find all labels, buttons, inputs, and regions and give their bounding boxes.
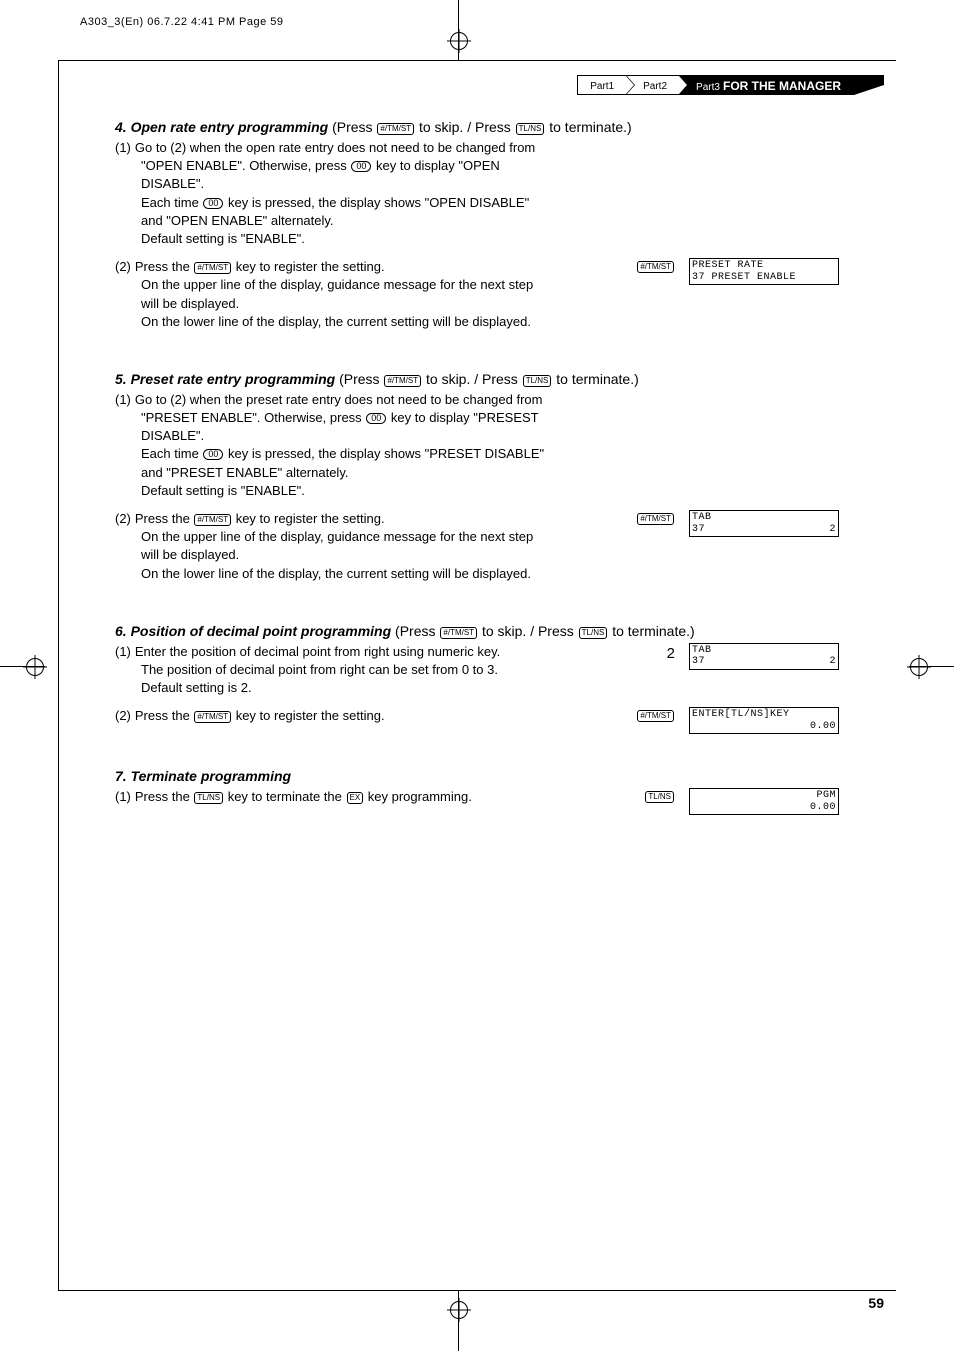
key-tlns: TL/NS (579, 627, 608, 639)
section-6-step-2: (2)Press the #/TM/ST key to register the… (115, 707, 884, 734)
section-7-name: Terminate programming (131, 768, 292, 784)
breadcrumb-part3-prefix: Part3 (696, 82, 720, 93)
section-5-step-2: (2)Press the #/TM/ST key to register the… (115, 510, 884, 583)
section-5-num: 5. (115, 371, 127, 387)
key-00: 00 (366, 413, 386, 424)
lcd-line-1: PRESET RATE (692, 260, 836, 272)
key-stms: #/TM/ST (194, 514, 231, 526)
lcd-display: PGM 0.00 (689, 788, 839, 815)
lcd-line-2: 0.00 (692, 802, 836, 814)
section-4-num: 4. (115, 119, 127, 135)
step-label: (1) (115, 140, 131, 155)
lcd-line-2: 37 PRESET ENABLE (692, 272, 836, 284)
lcd-line-1: TAB (692, 512, 836, 524)
page-content: Part1 Part2 Part3 FOR THE MANAGER 4. Ope… (115, 75, 884, 1271)
breadcrumb-part2-label: Part2 (643, 81, 667, 92)
key-ex: EX (347, 792, 364, 804)
lcd-line-1: PGM (692, 790, 836, 802)
key-tlns: TL/NS (516, 123, 545, 135)
breadcrumb-part1: Part1 (577, 75, 627, 95)
breadcrumb-part3: Part3 FOR THE MANAGER (679, 75, 854, 95)
breadcrumb-part1-label: Part1 (590, 81, 614, 92)
section-7-step-1: (1)Press the TL/NS key to terminate the … (115, 788, 884, 815)
step-label: (2) (115, 708, 131, 723)
section-5-name: Preset rate entry programming (131, 371, 336, 387)
step-label: (2) (115, 511, 131, 526)
prepress-slug: A303_3(En) 06.7.22 4:41 PM Page 59 (80, 16, 284, 28)
key-stms: #/TM/ST (637, 261, 674, 273)
section-7-num: 7. (115, 768, 127, 784)
lcd-line-2: 37 2 (692, 656, 836, 668)
section-5-step-1: (1)Go to (2) when the preset rate entry … (115, 391, 884, 500)
step-label: (1) (115, 644, 131, 659)
key-00: 00 (203, 198, 223, 209)
key-stms: #/TM/ST (194, 711, 231, 723)
key-stms: #/TM/ST (637, 513, 674, 525)
key-tlns: TL/NS (194, 792, 223, 804)
step-label: (2) (115, 259, 131, 274)
lcd-line-2: 37 2 (692, 524, 836, 536)
section-6-title: 6. Position of decimal point programming… (115, 623, 884, 639)
key-tlns: TL/NS (645, 791, 674, 803)
section-5-hint: (Press #/TM/ST to skip. / Press TL/NS to… (339, 371, 639, 387)
key-stms: #/TM/ST (637, 710, 674, 722)
lcd-display: TAB 37 2 (689, 643, 839, 670)
key-00: 00 (351, 161, 371, 172)
section-6-step-1: (1)Enter the position of decimal point f… (115, 643, 884, 698)
lcd-line-1: ENTER[TL/NS]KEY (692, 709, 836, 721)
page-number: 59 (868, 1295, 884, 1311)
section-4-hint: (Press #/TM/ST to skip. / Press TL/NS to… (332, 119, 632, 135)
section-6-num: 6. (115, 623, 127, 639)
lcd-line-1: TAB (692, 645, 836, 657)
breadcrumb-tail (854, 75, 884, 95)
step-label: (1) (115, 392, 131, 407)
registration-mark-bottom (450, 1301, 468, 1319)
key-stms: #/TM/ST (384, 375, 421, 387)
key-stms: #/TM/ST (440, 627, 477, 639)
lcd-line-2: 0.00 (692, 721, 836, 733)
lcd-display: ENTER[TL/NS]KEY 0.00 (689, 707, 839, 734)
lcd-display: TAB 37 2 (689, 510, 839, 537)
key-tlns: TL/NS (523, 375, 552, 387)
section-4-name: Open rate entry programming (131, 119, 329, 135)
section-6-hint: (Press #/TM/ST to skip. / Press TL/NS to… (395, 623, 695, 639)
breadcrumb-part3-label: FOR THE MANAGER (723, 79, 841, 93)
registration-mark-right (910, 658, 928, 676)
breadcrumb: Part1 Part2 Part3 FOR THE MANAGER (115, 75, 884, 95)
registration-mark-top (450, 32, 468, 50)
key-stms: #/TM/ST (194, 262, 231, 274)
section-6-name: Position of decimal point programming (131, 623, 392, 639)
registration-mark-left (26, 658, 44, 676)
section-4-title: 4. Open rate entry programming (Press #/… (115, 119, 884, 135)
lcd-display: PRESET RATE 37 PRESET ENABLE (689, 258, 839, 285)
key-stms: #/TM/ST (377, 123, 414, 135)
section-4-step-1: (1)Go to (2) when the open rate entry do… (115, 139, 884, 248)
section-4-step-2: (2)Press the #/TM/ST key to register the… (115, 258, 884, 331)
numeric-entry-value: 2 (555, 643, 675, 662)
section-5-title: 5. Preset rate entry programming (Press … (115, 371, 884, 387)
step-label: (1) (115, 789, 131, 804)
section-7-title: 7. Terminate programming (115, 768, 884, 784)
key-00: 00 (203, 449, 223, 460)
